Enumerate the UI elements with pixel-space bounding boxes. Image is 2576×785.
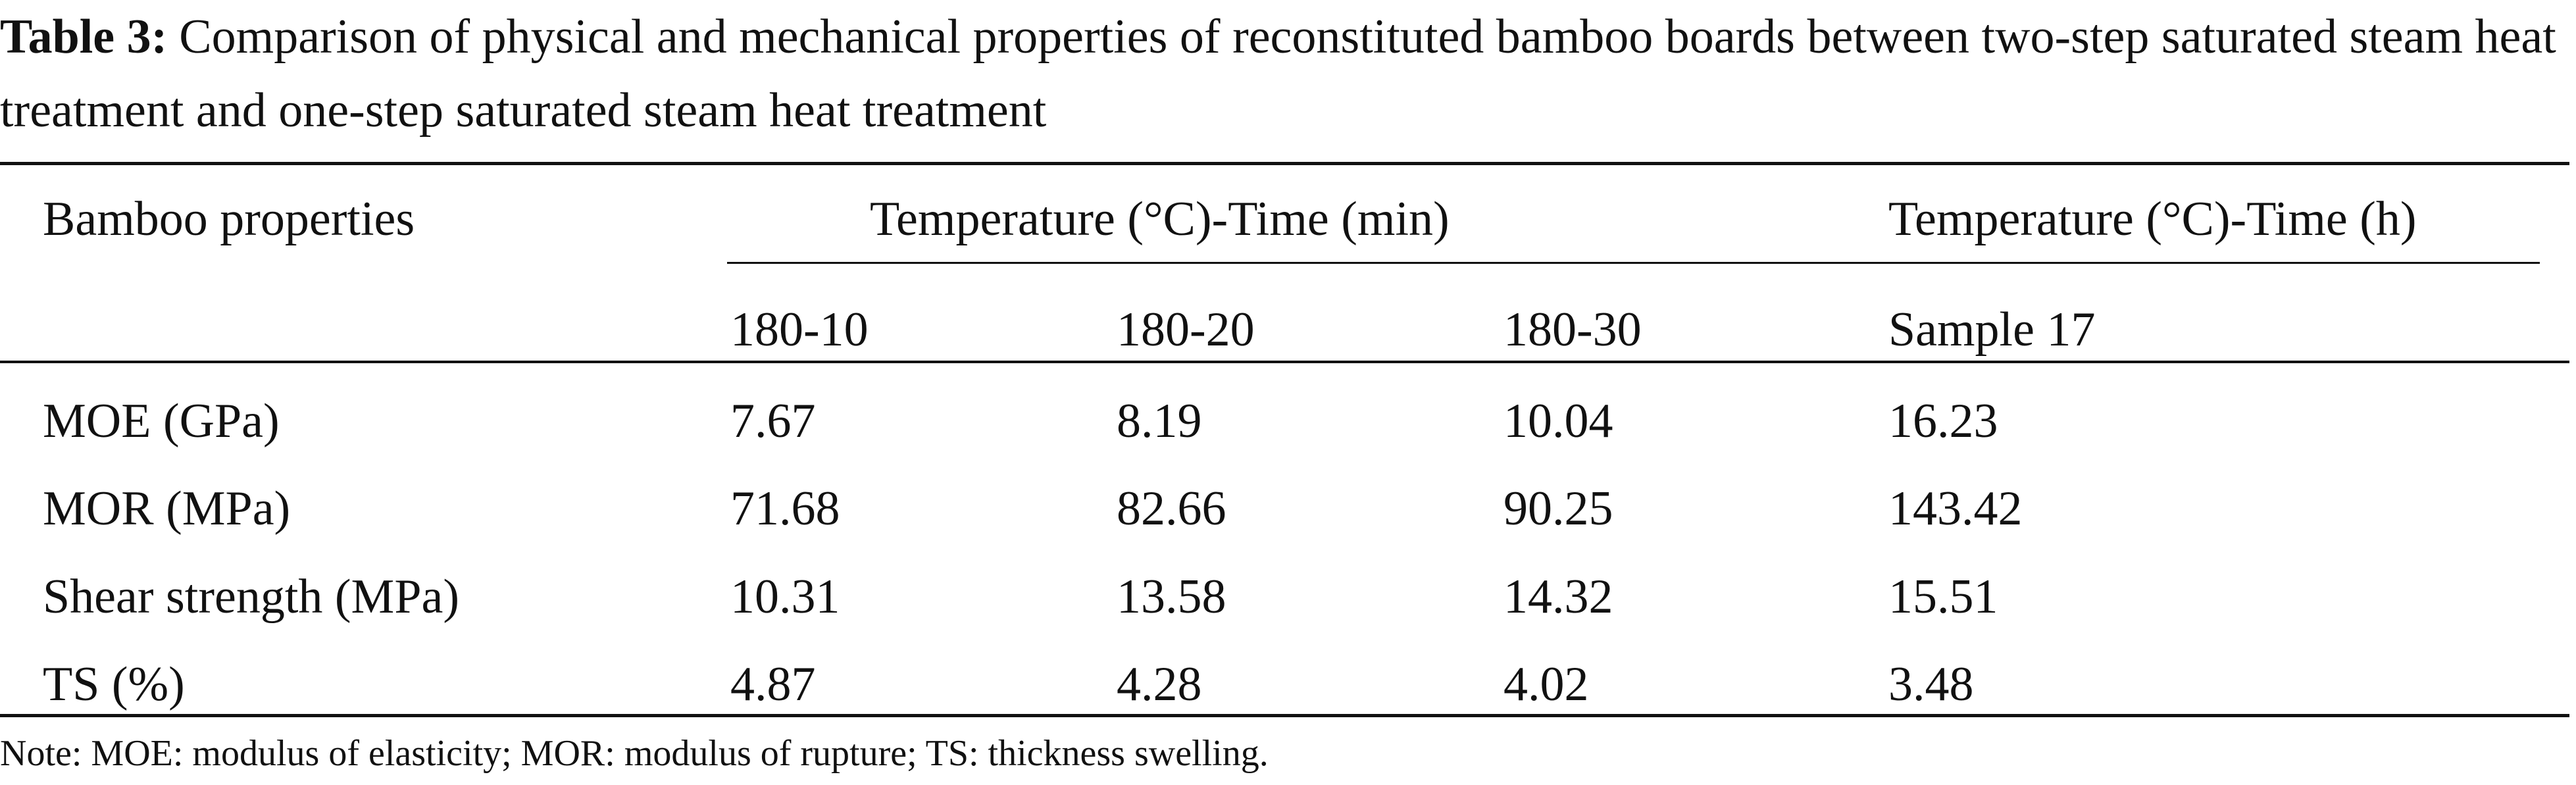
table-cell: 4.28 [1117,657,1202,711]
table-cell: 4.02 [1503,657,1589,711]
column-header-180-20: 180-20 [1117,303,1255,357]
column-group-rule [727,262,2540,264]
column-header-sample-17: Sample 17 [1888,303,2096,357]
table-cell: 8.19 [1117,394,1202,448]
table-cell: 71.68 [730,482,840,536]
table-cell: 10.04 [1503,394,1613,448]
row-header-label: Bamboo properties [43,192,415,246]
row-label-ts: TS (%) [43,657,185,711]
table-cell: 3.48 [1888,657,1974,711]
table-cell: 4.87 [730,657,816,711]
table-caption: Table 3: Comparison of physical and mecha… [0,0,2569,147]
header-bottom-rule [0,361,2569,363]
table-cell: 15.51 [1888,570,1998,624]
table-cell: 16.23 [1888,394,1998,448]
column-group-header-min: Temperature (°C)-Time (min) [870,192,1450,246]
column-group-header-h: Temperature (°C)-Time (h) [1888,192,2417,246]
row-label-mor: MOR (MPa) [43,482,291,536]
table-note: Note: MOE: modulus of elasticity; MOR: m… [0,733,1269,774]
table-cell: 90.25 [1503,482,1613,536]
row-label-shear-strength: Shear strength (MPa) [43,570,459,624]
table-bottom-rule [0,714,2569,717]
table-cell: 13.58 [1117,570,1226,624]
row-label-moe: MOE (GPa) [43,394,280,448]
table-cell: 143.42 [1888,482,2023,536]
table-caption-text: Comparison of physical and mechanical pr… [0,10,2556,138]
table-cell: 7.67 [730,394,816,448]
table-cell: 14.32 [1503,570,1613,624]
column-header-180-30: 180-30 [1503,303,1642,357]
table-top-rule [0,162,2569,165]
column-header-180-10: 180-10 [730,303,869,357]
table-cell: 10.31 [730,570,840,624]
table-cell: 82.66 [1117,482,1226,536]
table-caption-label: Table 3: [0,10,168,64]
